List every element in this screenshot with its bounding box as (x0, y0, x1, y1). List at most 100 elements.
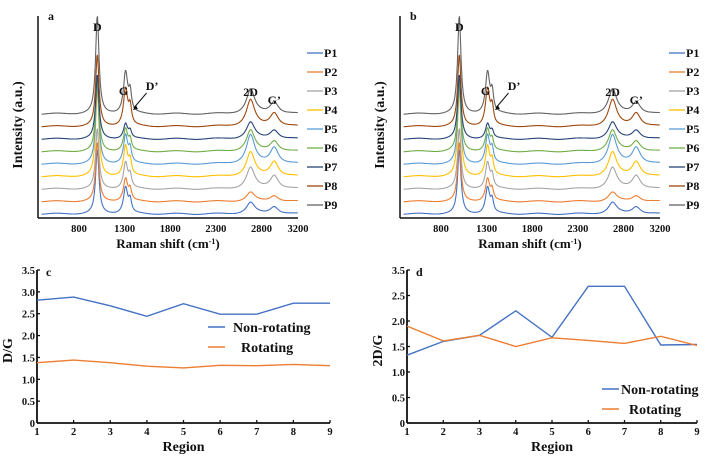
spectrum-line-p6 (41, 79, 298, 153)
x-tick-label: 7 (622, 427, 627, 438)
spectrum-line-p3 (403, 128, 660, 190)
panel-c: 0 0.5 1.0 1.5 2.0 2.5 3.0 3.5 1 2 3 4 5 6 7 8 9 Region D/G… (1, 265, 333, 455)
series-line-rotating (36, 359, 331, 369)
legend-label-p6: P6 (324, 141, 337, 155)
legend-label-p8: P8 (324, 179, 337, 193)
panel-a: 800 1300 1800 2300 2800 3200 Raman shift (cm-1… (11, 9, 337, 251)
x-tick-label: 1300 (114, 224, 135, 235)
x-axis-label-superscript: -1 (571, 237, 578, 246)
series-line-non-rotating (36, 296, 330, 318)
x-tick-label: 1 (34, 427, 39, 438)
y-axis-label: Intensity (a.u.) (373, 81, 388, 169)
peak-label-g-prime: G’ (268, 93, 281, 107)
legend-label-p3: P3 (686, 84, 699, 98)
series-line-rotating (406, 325, 698, 348)
y-tick-label: 2.5 (392, 292, 405, 303)
x-axis-label-end: ) (215, 236, 219, 251)
x-tick-label: 2 (71, 427, 76, 438)
x-tick-label: 2 (441, 427, 446, 438)
spectrum-line-p1 (41, 149, 298, 215)
x-tick-label: 5 (181, 427, 186, 438)
legend-label-p2: P2 (686, 65, 699, 79)
x-tick-label: 6 (586, 427, 591, 438)
x-tick-label: 8 (291, 427, 296, 438)
y-tick-label: 2.0 (392, 317, 405, 328)
panel-b: 800 1300 1800 2300 2800 3200 Raman shift (cm-1… (373, 9, 699, 251)
legend-label-non-rotating: Non-rotating (233, 321, 311, 336)
x-tick-label: 1800 (160, 224, 181, 235)
x-tick-label: 9 (694, 427, 699, 438)
spectrum-line-p7 (403, 74, 660, 140)
legend-label-p7: P7 (324, 160, 337, 174)
x-tick-label: 2300 (205, 224, 226, 235)
x-tick-label: 1800 (522, 224, 543, 235)
legend-label-p9: P9 (686, 198, 699, 212)
legend-label-non-rotating: Non-rotating (621, 383, 699, 398)
legend-label-p5: P5 (324, 122, 337, 136)
y-axis-label: Intensity (a.u.) (11, 81, 26, 169)
x-axis-label: Raman shift (cm-1) (116, 236, 219, 251)
y-tick-label: 1.0 (22, 375, 35, 386)
x-axis-label: Raman shift (cm-1) (478, 236, 581, 251)
x-tick-label: 800 (433, 224, 449, 235)
panel-letter: b (410, 9, 417, 23)
legend-label-p9: P9 (324, 198, 337, 212)
peak-label-d: D (455, 20, 464, 34)
x-tick-label: 2800 (613, 224, 634, 235)
x-tick-label: 8 (658, 427, 663, 438)
x-axis-label: Region (531, 440, 573, 455)
legend-label-p6: P6 (686, 141, 699, 155)
peak-label-g-prime: G’ (630, 93, 643, 107)
x-tick-label: 5 (549, 427, 554, 438)
panel-letter: d (416, 265, 423, 279)
x-tick-label: 3 (477, 427, 482, 438)
spectrum-line-p8 (403, 54, 660, 128)
legend-label-rotating: Rotating (629, 403, 681, 418)
x-tick-label: 4 (513, 427, 519, 438)
panel-d: 0 0.5 1.0 1.5 2.0 2.5 3.5 1 2 3 4 5 6 7 8 9 Region 2D/G d N… (371, 265, 700, 455)
x-tick-label: 6 (218, 427, 223, 438)
y-tick-label: 1.0 (392, 368, 405, 379)
x-tick-label: 2800 (251, 224, 272, 235)
spectrum-line-p6 (403, 79, 660, 153)
spectrum-line-p2 (41, 142, 298, 203)
x-tick-label: 3 (108, 427, 113, 438)
x-tick-label: 1300 (476, 224, 497, 235)
x-tick-label: 1 (404, 427, 409, 438)
x-axis-label-end: ) (577, 236, 581, 251)
peak-label-2d: 2D (243, 85, 258, 99)
y-tick-label: 0.5 (392, 394, 405, 405)
y-tick-label: 2.5 (22, 310, 35, 321)
spectrum-line-p5 (403, 84, 660, 165)
spectrum-line-p7 (41, 74, 298, 140)
y-tick-label: 2.0 (22, 332, 35, 343)
spectrum-line-p1 (403, 149, 660, 215)
series-line-non-rotating (406, 285, 698, 356)
spectrum-line-p9 (403, 16, 660, 115)
spectrum-line-p4 (41, 89, 298, 178)
x-axis-label-superscript: -1 (209, 237, 216, 246)
y-axis-label: D/G (1, 338, 16, 363)
legend-label-p3: P3 (324, 84, 337, 98)
y-tick-label: 1.5 (22, 353, 35, 364)
legend-label-p8: P8 (686, 179, 699, 193)
y-tick-label: 1.5 (392, 343, 405, 354)
legend-label-p7: P7 (686, 160, 699, 174)
y-tick-label: 0 (400, 419, 405, 430)
peak-label-d-prime: D’ (146, 79, 159, 93)
y-axis-label: 2D/G (371, 334, 386, 366)
legend-label-p1: P1 (324, 46, 337, 60)
y-tick-label: 3.5 (22, 266, 35, 277)
spectrum-line-p2 (403, 142, 660, 203)
spectrum-line-p8 (41, 54, 298, 128)
legend-label-rotating: Rotating (241, 341, 293, 356)
legend-label-p4: P4 (324, 103, 337, 117)
x-tick-label: 9 (327, 427, 332, 438)
peak-label-2d: 2D (605, 85, 620, 99)
y-tick-label: 0 (30, 419, 35, 430)
arrow-head-icon (132, 105, 138, 110)
spectrum-line-p4 (403, 89, 660, 178)
x-tick-label: 800 (71, 224, 87, 235)
legend-label-p5: P5 (686, 122, 699, 136)
panel-letter: c (46, 265, 52, 279)
